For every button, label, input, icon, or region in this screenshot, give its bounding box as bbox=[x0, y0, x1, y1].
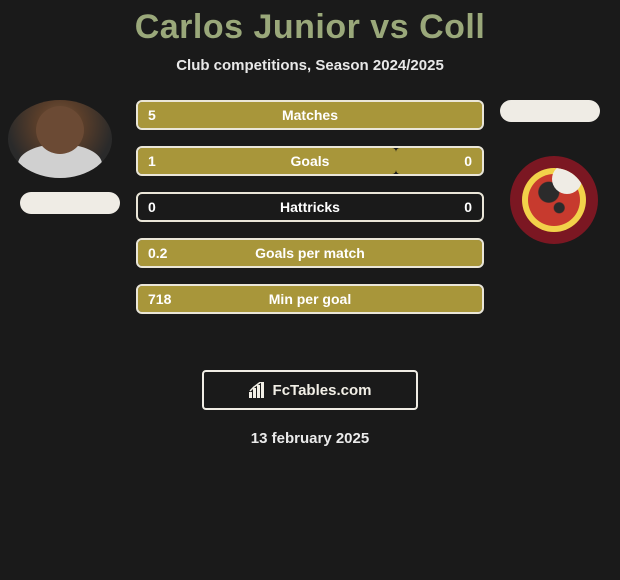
stat-label: Min per goal bbox=[136, 284, 484, 314]
comparison-stage: 5Matches 10Goals 00Hattricks 0.2Goals per m… bbox=[0, 100, 620, 360]
stat-bars: 5Matches 10Goals 00Hattricks 0.2Goals per m… bbox=[136, 100, 484, 314]
player-right-name-pill bbox=[500, 100, 600, 122]
stat-label: Goals bbox=[136, 146, 484, 176]
player-left-name-pill bbox=[20, 192, 120, 214]
stat-label: Hattricks bbox=[136, 192, 484, 222]
stat-row: 0.2Goals per match bbox=[136, 238, 484, 268]
player-left-photo bbox=[8, 100, 112, 178]
page-title: Carlos Junior vs Coll bbox=[0, 0, 620, 47]
stat-row: 10Goals bbox=[136, 146, 484, 176]
subtitle: Club competitions, Season 2024/2025 bbox=[0, 57, 620, 74]
club-badge-graphic bbox=[522, 168, 586, 232]
stat-row: 5Matches bbox=[136, 100, 484, 130]
brand-label: FcTables.com bbox=[273, 382, 372, 399]
stat-label: Goals per match bbox=[136, 238, 484, 268]
stat-label: Matches bbox=[136, 100, 484, 130]
date-label: 13 february 2025 bbox=[0, 430, 620, 447]
stat-row: 718Min per goal bbox=[136, 284, 484, 314]
player-right-club-badge bbox=[510, 156, 598, 244]
player-left bbox=[8, 100, 112, 178]
bars-icon bbox=[249, 382, 267, 398]
stat-row: 00Hattricks bbox=[136, 192, 484, 222]
brand-box[interactable]: FcTables.com bbox=[202, 370, 418, 410]
